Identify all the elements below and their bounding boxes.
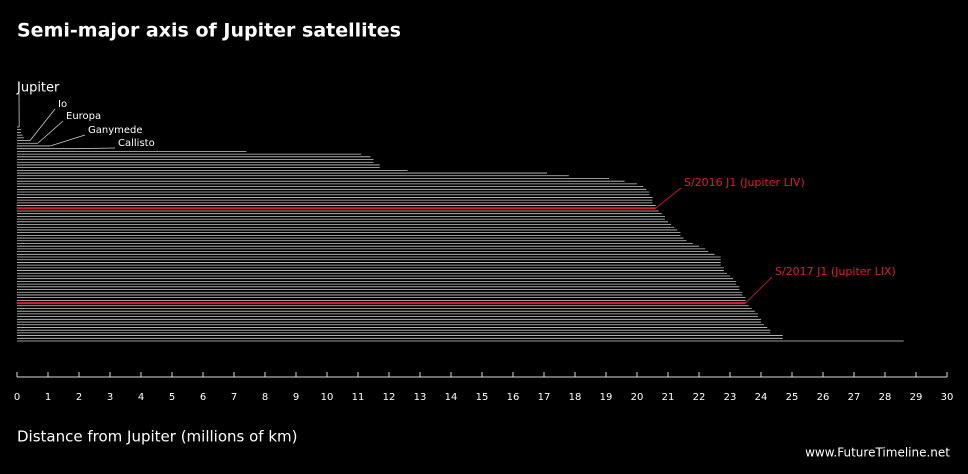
x-tick-label: 10 xyxy=(321,392,334,403)
x-tick-label: 5 xyxy=(169,392,175,403)
x-tick-label: 23 xyxy=(724,392,737,403)
x-tick-label: 3 xyxy=(107,392,113,403)
leader-line xyxy=(29,108,56,141)
x-tick-label: 20 xyxy=(631,392,644,403)
x-tick-label: 6 xyxy=(200,392,206,403)
x-tick-label: 27 xyxy=(848,392,861,403)
x-tick-label: 7 xyxy=(231,392,237,403)
x-tick-label: 4 xyxy=(138,392,144,403)
chart-title: Semi-major axis of Jupiter satellites xyxy=(17,20,401,42)
x-tick-label: 28 xyxy=(879,392,892,403)
satellite-label: S/2016 J1 (Jupiter LIV) xyxy=(684,176,805,189)
satellite-label: Europa xyxy=(66,111,101,122)
satellite-label: Callisto xyxy=(118,138,155,149)
x-tick-label: 25 xyxy=(786,392,799,403)
x-tick-label: 30 xyxy=(941,392,954,403)
x-tick-label: 9 xyxy=(293,392,299,403)
x-tick-label: 15 xyxy=(476,392,489,403)
x-tick-label: 19 xyxy=(600,392,613,403)
x-tick-label: 22 xyxy=(693,392,706,403)
satellite-label: Ganymede xyxy=(88,125,143,136)
leader-line xyxy=(745,276,773,304)
x-tick-label: 8 xyxy=(262,392,268,403)
x-axis-label: Distance from Jupiter (millions of km) xyxy=(17,428,297,446)
leader-line xyxy=(75,147,116,150)
x-tick-label: 18 xyxy=(569,392,582,403)
x-tick-label: 2 xyxy=(76,392,82,403)
leader-line xyxy=(655,187,682,209)
x-tick-label: 11 xyxy=(352,392,365,403)
x-tick-label: 1 xyxy=(45,392,51,403)
x-tick-label: 21 xyxy=(662,392,675,403)
satellite-label: Io xyxy=(58,99,67,110)
credit: www.FutureTimeline.net xyxy=(805,446,950,460)
leader-line xyxy=(37,120,64,144)
x-tick-label: 16 xyxy=(507,392,520,403)
leader-line xyxy=(50,134,86,147)
x-tick-label: 24 xyxy=(755,392,768,403)
satellite-label: Jupiter xyxy=(16,81,60,96)
x-tick-label: 17 xyxy=(538,392,551,403)
x-tick-label: 26 xyxy=(817,392,830,403)
satellite-label: S/2017 J1 (Jupiter LIX) xyxy=(775,265,896,278)
x-tick-label: 12 xyxy=(383,392,396,403)
x-tick-label: 0 xyxy=(14,392,20,403)
x-tick-label: 14 xyxy=(445,392,458,403)
x-tick-label: 29 xyxy=(910,392,923,403)
x-tick-label: 13 xyxy=(414,392,427,403)
